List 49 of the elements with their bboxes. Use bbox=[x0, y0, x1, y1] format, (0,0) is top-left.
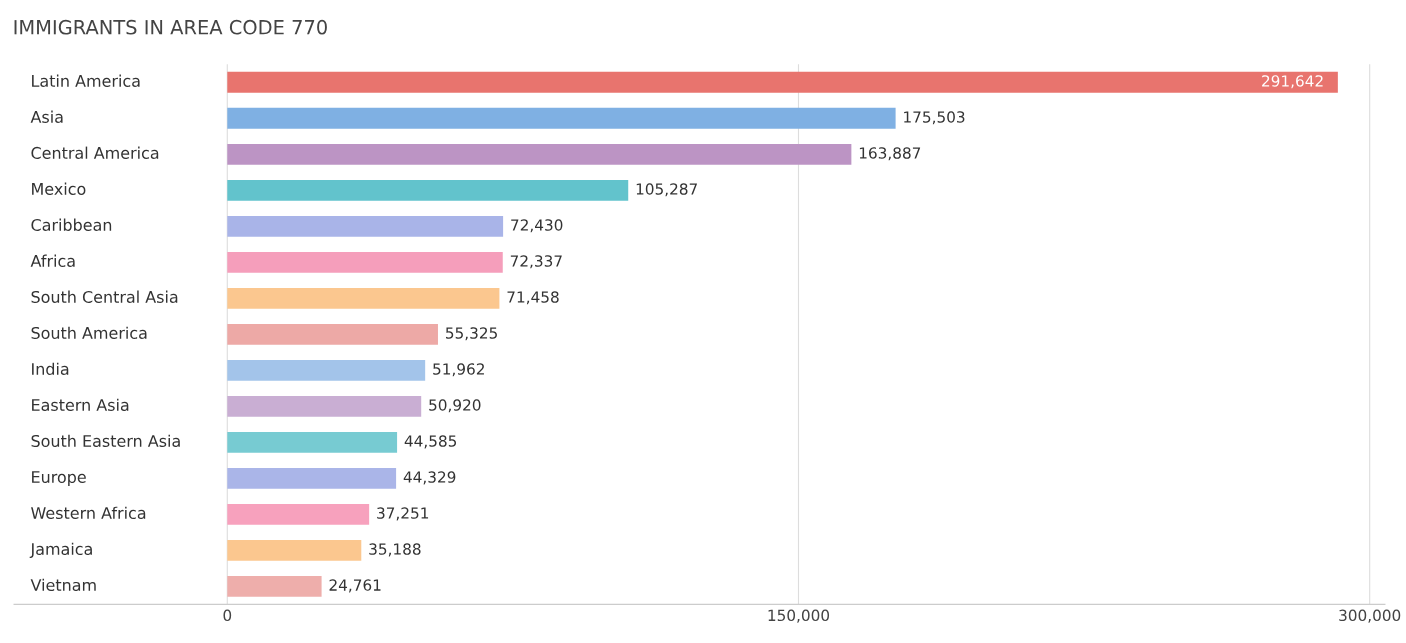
data-label: 44,585 bbox=[404, 435, 457, 449]
y-tick-label: Jamaica bbox=[29, 542, 92, 559]
bar bbox=[227, 179, 629, 201]
data-label: 71,458 bbox=[507, 291, 559, 305]
data-label: 175,503 bbox=[904, 111, 965, 125]
y-tick-label: Western Africa bbox=[31, 506, 146, 520]
y-tick-label: Asia bbox=[30, 110, 63, 123]
y-tick-label: Central America bbox=[31, 146, 159, 159]
y-tick-label: South America bbox=[31, 326, 147, 339]
bar bbox=[227, 431, 398, 453]
bar bbox=[227, 539, 362, 561]
y-tick-label: South Eastern Asia bbox=[31, 434, 180, 448]
data-label: 72,337 bbox=[510, 255, 562, 269]
data-label: 51,962 bbox=[433, 363, 484, 377]
y-tick-label: South Central Asia bbox=[31, 290, 178, 303]
data-label: 291,642 bbox=[1262, 75, 1323, 89]
bar bbox=[227, 323, 438, 345]
data-label: 105,287 bbox=[636, 183, 697, 197]
data-label: 72,430 bbox=[511, 219, 563, 233]
data-label: 50,920 bbox=[429, 399, 481, 413]
bar bbox=[227, 467, 397, 489]
y-tick-label: Africa bbox=[30, 254, 75, 267]
data-label: 24,761 bbox=[329, 579, 381, 593]
bar bbox=[227, 71, 1338, 93]
data-label: 55,325 bbox=[446, 327, 497, 341]
y-tick-label: Latin America bbox=[32, 74, 140, 87]
bar bbox=[227, 503, 370, 525]
y-tick-label: Mexico bbox=[32, 182, 86, 195]
y-tick-label: Eastern Asia bbox=[32, 398, 129, 412]
x-tick-label: 300,000 bbox=[1339, 609, 1401, 623]
y-tick-label: Europe bbox=[32, 471, 86, 487]
bar bbox=[227, 395, 422, 417]
x-tick-label: 150,000 bbox=[768, 609, 830, 623]
y-tick-label: Caribbean bbox=[31, 218, 112, 231]
y-tick-label: Vietnam bbox=[30, 578, 96, 592]
y-tick-label: India bbox=[32, 362, 69, 375]
bar bbox=[227, 575, 322, 597]
bar bbox=[227, 287, 500, 309]
data-label: 37,251 bbox=[377, 507, 429, 521]
bar bbox=[227, 143, 852, 165]
data-label: 35,188 bbox=[369, 543, 421, 557]
x-tick-label: 0 bbox=[223, 609, 232, 622]
chart-title: IMMIGRANTS IN AREA CODE 770 bbox=[14, 19, 327, 35]
bar bbox=[227, 359, 426, 381]
bar bbox=[227, 251, 503, 273]
bar bbox=[227, 215, 504, 237]
bar bbox=[227, 107, 896, 129]
data-label: 163,887 bbox=[859, 147, 921, 161]
data-label: 44,329 bbox=[403, 471, 456, 485]
